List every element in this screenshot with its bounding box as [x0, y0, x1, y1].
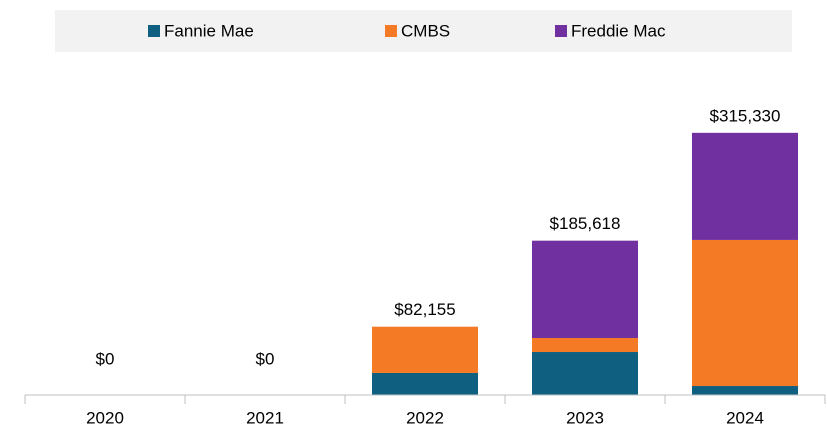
- legend-swatch: [385, 25, 397, 37]
- legend-label: Freddie Mac: [571, 21, 666, 40]
- total-label: $185,618: [550, 214, 621, 233]
- bar-segment: [532, 338, 638, 353]
- x-tick-label: 2023: [566, 408, 604, 427]
- x-tick-label: 2024: [726, 408, 764, 427]
- bar-segment: [532, 352, 638, 395]
- bar-segment: [532, 240, 638, 339]
- total-label: $0: [256, 349, 275, 368]
- x-tick-label: 2022: [406, 408, 444, 427]
- bar-segment: [692, 239, 798, 387]
- bar-segment: [692, 386, 798, 395]
- bar-segment: [372, 326, 478, 373]
- bar-segment: [692, 132, 798, 240]
- total-label: $315,330: [710, 106, 781, 125]
- legend-swatch: [555, 25, 567, 37]
- total-label: $0: [96, 349, 115, 368]
- legend-label: Fannie Mae: [164, 21, 254, 40]
- x-tick-label: 2021: [246, 408, 284, 427]
- legend-swatch: [148, 25, 160, 37]
- total-label: $82,155: [394, 300, 455, 319]
- legend-label: CMBS: [401, 21, 450, 40]
- legend-background: [55, 10, 792, 52]
- bar-segment: [372, 372, 478, 395]
- x-tick-label: 2020: [86, 408, 124, 427]
